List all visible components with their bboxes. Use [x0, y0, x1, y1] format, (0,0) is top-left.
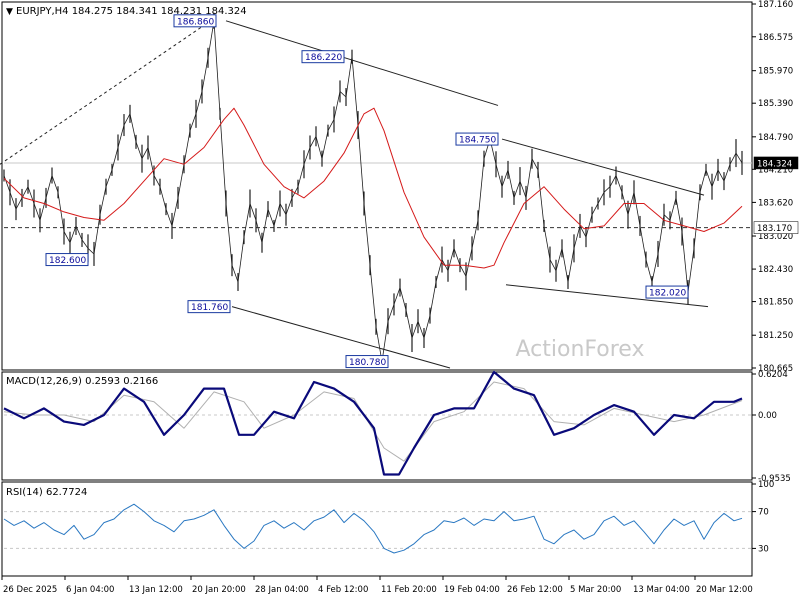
x-tick-label: 4 Feb 12:00	[318, 585, 368, 595]
triangle-lower-line	[505, 284, 709, 308]
current-price-tag-bg	[753, 156, 799, 170]
x-tick-label: 11 Feb 20:00	[381, 585, 437, 595]
macd-panel	[1, 371, 753, 481]
price-annotation-label: 184.750	[459, 136, 496, 146]
price-y-tick-label: 181.850	[758, 298, 793, 308]
price-y-tick-label: 186.575	[758, 33, 793, 43]
grid-layer	[4, 162, 752, 549]
price-y-tick-label: 184.790	[758, 133, 793, 143]
price-y-tick-label: 185.390	[758, 99, 793, 109]
watermark: ActionForex	[516, 337, 645, 362]
price-y-tick-label: 180.665	[758, 364, 793, 374]
x-tick-label: 20 Jan 20:00	[192, 585, 246, 595]
price-annotation-box	[45, 253, 89, 267]
price-series	[3, 20, 743, 363]
price-annotation-label: 182.600	[49, 256, 86, 266]
triangle-upper-line	[501, 138, 705, 196]
x-tick-label: 26 Dec 2025	[3, 585, 57, 595]
support-level-tag-bg	[753, 221, 799, 234]
rsi-y-tick-label: 30	[758, 544, 769, 554]
price-annotation-label: 186.220	[305, 53, 342, 63]
lower-channel-line	[231, 306, 451, 369]
price-panel-title: EURJPY,H4 184.275 184.341 184.231 184.32…	[16, 6, 247, 17]
price-annotation-box	[173, 14, 217, 28]
price-annotation-box	[645, 285, 689, 299]
macd-line	[3, 370, 743, 476]
rsi-y-tick-label: 100	[758, 480, 774, 490]
trendlines	[0, 18, 709, 369]
macd-y-tick-label: -0.9535	[758, 474, 791, 484]
series-layer	[3, 12, 743, 554]
current-price-tag: 184.324	[757, 159, 792, 169]
price-annotation-box	[301, 50, 345, 64]
price-annotation-box	[455, 132, 499, 146]
price-panel	[1, 1, 753, 371]
x-tick-label: 5 Mar 20:00	[570, 585, 621, 595]
x-tick-label: 19 Feb 04:00	[444, 585, 500, 595]
rsi-y-tick-label: 70	[758, 508, 769, 518]
price-annotation-box	[187, 300, 231, 314]
price-y-tick-label: 185.970	[758, 67, 793, 77]
price-y-tick-label: 181.250	[758, 331, 793, 341]
price-y-tick-label: 183.020	[758, 232, 793, 242]
price-annotation-label: 181.760	[191, 303, 228, 313]
rsi-line	[3, 503, 743, 554]
x-tick-label: 28 Jan 04:00	[255, 585, 309, 595]
x-tick-label: 6 Jan 04:00	[66, 585, 114, 595]
price-panel-title-arrow: ▼	[6, 7, 13, 17]
price-y-tick-label: 182.430	[758, 265, 793, 275]
price-y-tick-label: 187.160	[758, 0, 793, 10]
price-y-tick-label: 183.620	[758, 198, 793, 208]
price-annotation-label: 180.780	[349, 358, 386, 368]
support-level-tag: 183.170	[757, 224, 792, 234]
x-tick-label: 26 Feb 12:00	[507, 585, 563, 595]
upper-channel-line	[225, 20, 499, 106]
x-tick-label: 20 Mar 12:00	[696, 585, 753, 595]
x-tick-label: 13 Jan 12:00	[129, 585, 183, 595]
price-y-tick-label: 184.210	[758, 165, 793, 175]
rsi-panel	[1, 481, 753, 577]
annotations-layer: 186.860 186.220 182.600 181.760 180.780 184.7…	[45, 14, 689, 369]
moving-average-line	[3, 107, 743, 269]
price-annotation-label: 186.860	[177, 17, 214, 27]
macd-y-tick-label: 0.6204	[758, 370, 788, 380]
macd-y-tick-label: 0.00	[758, 411, 777, 421]
macd-panel-title: MACD(12,26,9) 0.2593 0.2166	[6, 376, 158, 387]
price-annotation-box	[345, 355, 389, 369]
price-annotation-label: 182.020	[649, 289, 686, 299]
rising-dashed-trendline	[0, 18, 215, 165]
rsi-panel-title: RSI(14) 62.7724	[6, 487, 87, 498]
x-tick-label: 13 Mar 04:00	[633, 585, 690, 595]
